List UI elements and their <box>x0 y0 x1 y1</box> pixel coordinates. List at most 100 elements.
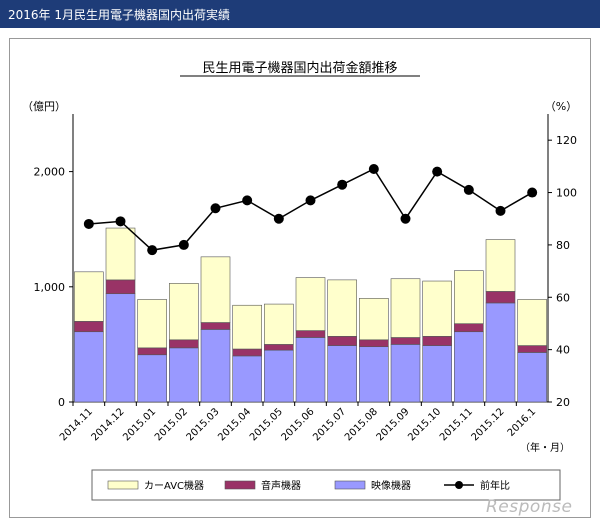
bar-car-avc <box>390 278 421 338</box>
bar-video <box>74 331 104 403</box>
bar-audio <box>200 322 231 330</box>
line-point <box>273 213 284 224</box>
bar-video <box>485 302 516 403</box>
bar-video <box>390 344 421 403</box>
watermark: Response <box>486 497 573 517</box>
bar-car-avc <box>422 280 452 337</box>
bar-audio <box>169 339 199 349</box>
y-axis-label: （億円） <box>22 100 66 113</box>
x-tick-label: 2015.01 <box>121 406 158 443</box>
y2-axis-label: （%） <box>545 100 577 113</box>
bar-audio <box>517 345 547 353</box>
bar-audio <box>359 339 389 348</box>
line-point <box>83 218 94 229</box>
line-point <box>115 216 126 227</box>
line-point <box>432 166 443 177</box>
bar-audio <box>422 336 452 346</box>
x-tick-label: 2015.03 <box>185 406 222 443</box>
bar-video <box>200 329 231 403</box>
bar-car-avc <box>327 279 357 337</box>
bar-car-avc <box>295 277 326 331</box>
x-tick-label: 2014.12 <box>90 406 127 443</box>
x-tick-label: 2015.06 <box>280 406 317 443</box>
bar-audio <box>485 291 516 304</box>
line-point <box>305 195 316 206</box>
bar-video <box>359 346 389 403</box>
y2-tick-label: 120 <box>556 134 577 147</box>
line-point <box>463 184 474 195</box>
x-axis-label: （年・月） <box>520 441 570 454</box>
bar-car-avc <box>517 299 547 346</box>
x-tick-label: 2015.07 <box>311 406 348 443</box>
x-tick-label: 2014.11 <box>58 406 95 443</box>
line-point <box>178 239 189 250</box>
legend-label-yoy: 前年比 <box>480 479 510 492</box>
legend-label-car-avc: カーAVC機器 <box>144 479 204 492</box>
bar-video <box>422 345 452 403</box>
line-point <box>242 195 253 206</box>
x-tick-label: 2015.09 <box>375 406 412 443</box>
x-tick-label: 2015.04 <box>216 406 253 443</box>
line-point <box>495 205 506 216</box>
bar-car-avc <box>74 271 104 322</box>
legend-swatch-car-avc <box>107 480 139 490</box>
bar-car-avc <box>105 227 136 281</box>
header-bar: 2016年 1月民生用電子機器国内出荷実績 <box>0 0 600 28</box>
x-tick-label: 2015.10 <box>406 406 443 443</box>
bar-audio <box>105 279 136 295</box>
line-point <box>400 213 411 224</box>
bar-audio <box>454 323 484 333</box>
bar-video <box>232 355 262 403</box>
y-tick-label: 1,000 <box>34 281 66 294</box>
bar-video <box>454 331 484 403</box>
bar-video <box>295 337 326 403</box>
y2-tick-label: 60 <box>556 291 570 304</box>
x-tick-label: 2015.05 <box>248 406 285 443</box>
legend-label-video: 映像機器 <box>371 479 411 492</box>
y2-tick-label: 100 <box>556 187 577 200</box>
bar-video <box>105 293 136 403</box>
legend-label-audio: 音声機器 <box>261 479 301 492</box>
legend-box <box>91 469 561 501</box>
y2-tick-label: 40 <box>556 344 570 357</box>
bar-car-avc <box>454 270 484 324</box>
x-tick-label: 2015.08 <box>343 406 380 443</box>
line-point <box>337 179 348 190</box>
bar-audio <box>74 321 104 333</box>
bar-video <box>137 354 167 403</box>
bar-car-avc <box>264 303 294 345</box>
bar-car-avc <box>200 256 231 323</box>
legend-swatch-marker <box>455 481 463 489</box>
bar-car-avc <box>485 239 516 292</box>
chart-title: 民生用電子機器国内出荷金額推移 <box>202 60 397 76</box>
bar-audio <box>327 336 357 346</box>
line-point <box>527 187 538 198</box>
bar-video <box>264 349 294 403</box>
bar-car-avc <box>137 299 167 349</box>
line-point <box>368 163 379 174</box>
bar-audio <box>232 348 262 357</box>
x-tick-label: 2016.1 <box>506 406 539 439</box>
bar-car-avc <box>232 304 262 350</box>
bar-audio <box>264 344 294 351</box>
x-tick-label: 2015.12 <box>470 406 507 443</box>
bar-audio <box>390 337 421 345</box>
x-tick-label: 2015.02 <box>153 406 190 443</box>
bar-video <box>327 345 357 403</box>
y2-tick-label: 80 <box>556 239 570 252</box>
line-point <box>210 203 221 214</box>
line-point <box>147 245 158 256</box>
bar-audio <box>295 330 326 338</box>
y-tick-label: 0 <box>58 396 65 409</box>
header-title: 2016年 1月民生用電子機器国内出荷実績 <box>8 8 230 22</box>
y-tick-label: 2,000 <box>34 166 66 179</box>
bar-video <box>517 352 547 403</box>
bar-car-avc <box>359 298 389 341</box>
x-tick-label: 2015.11 <box>438 406 475 443</box>
line-yoy <box>88 168 533 251</box>
y2-tick-label: 20 <box>556 396 570 409</box>
bar-video <box>169 347 199 403</box>
legend-swatch-audio <box>224 480 256 490</box>
legend-swatch-video <box>334 480 366 490</box>
